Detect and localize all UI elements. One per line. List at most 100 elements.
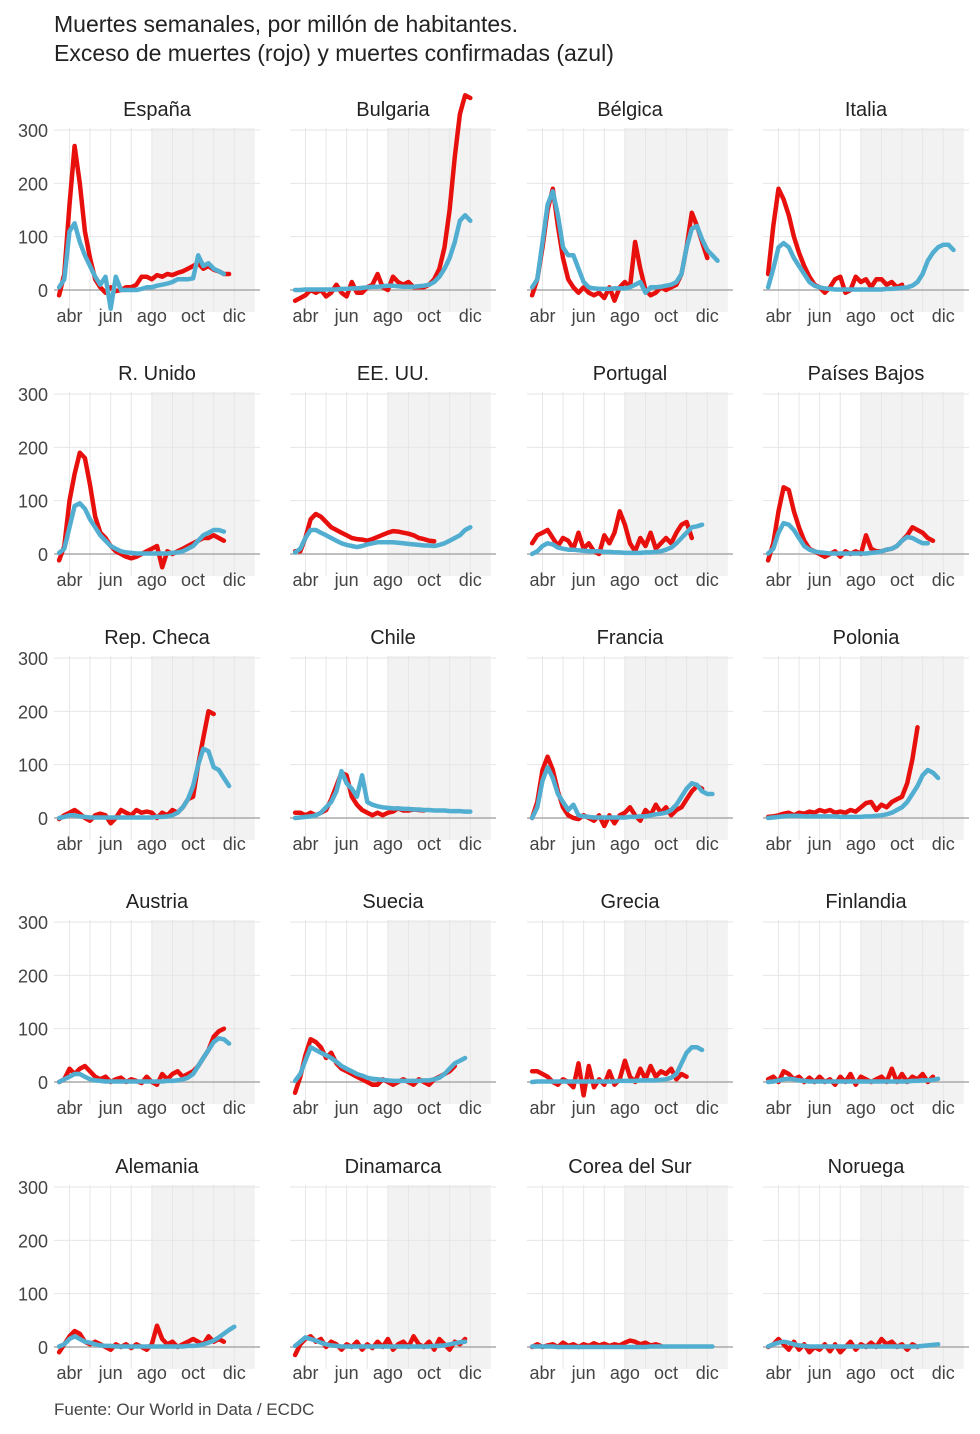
x-tick-label: abr (292, 834, 318, 854)
x-tick-label: abr (529, 570, 555, 590)
x-tick-label: abr (529, 306, 555, 326)
x-tick-label: jun (571, 306, 596, 326)
x-tick-label: abr (56, 1363, 82, 1383)
confirmed-deaths-line (765, 240, 956, 292)
x-tick-label: abr (56, 306, 82, 326)
panel-title: España (123, 99, 192, 121)
panel-chile: abr jun ago oct dic Chile (290, 627, 496, 854)
x-tick-label: dic (932, 570, 955, 590)
excess-deaths-line (765, 186, 905, 295)
panel-title: Alemania (115, 1156, 199, 1178)
x-tick-label: jun (807, 1098, 832, 1118)
y-tick-label: 200 (18, 174, 48, 194)
y-tick-label: 300 (18, 649, 48, 669)
x-tick-label: jun (98, 570, 123, 590)
confirmed-deaths-line (292, 213, 473, 293)
x-tick-label: abr (56, 1098, 82, 1118)
panel-grecia: abr jun ago oct dic Grecia (527, 891, 733, 1118)
x-tick-label: dic (932, 1363, 955, 1383)
x-tick-label: ago (373, 1363, 403, 1383)
x-tick-label: jun (334, 1363, 359, 1383)
panel-title: Bélgica (597, 99, 663, 121)
x-tick-label: oct (181, 1098, 205, 1118)
panel-title: Corea del Sur (568, 1156, 692, 1178)
x-tick-label: dic (223, 834, 246, 854)
excess-deaths-line (292, 511, 437, 554)
confirmed-deaths-line (765, 1076, 941, 1085)
panel-españa: 0 100 200 300 abr jun ago oct dic España (18, 99, 260, 326)
x-tick-label: oct (417, 834, 441, 854)
x-tick-label: dic (223, 1363, 246, 1383)
x-tick-label: dic (696, 570, 719, 590)
panel-title: Grecia (601, 891, 661, 913)
x-tick-label: oct (654, 1098, 678, 1118)
x-tick-label: oct (181, 834, 205, 854)
x-tick-label: jun (334, 834, 359, 854)
confirmed-deaths-line (529, 522, 705, 557)
panel-title: Francia (597, 627, 665, 649)
x-tick-label: ago (610, 1363, 640, 1383)
panel-title: Polonia (833, 627, 901, 649)
confirmed-deaths-line (765, 767, 941, 821)
panel-title: Portugal (593, 363, 668, 385)
x-tick-label: jun (807, 306, 832, 326)
x-tick-label: dic (932, 306, 955, 326)
panel-austria: 0 100 200 300 abr jun ago oct dic Austria (18, 891, 260, 1118)
panel-dinamarca: abr jun ago oct dic Dinamarca (290, 1156, 496, 1383)
x-tick-label: ago (610, 1098, 640, 1118)
y-tick-label: 100 (18, 228, 48, 248)
x-tick-label: dic (696, 1363, 719, 1383)
x-tick-label: ago (137, 306, 167, 326)
x-tick-label: oct (654, 570, 678, 590)
x-tick-label: oct (417, 1363, 441, 1383)
x-tick-label: abr (529, 1363, 555, 1383)
x-tick-label: dic (932, 1098, 955, 1118)
panel-r-unido: 0 100 200 300 abr jun ago oct dic R. Unido (18, 363, 260, 590)
x-tick-label: jun (807, 570, 832, 590)
x-tick-label: abr (56, 570, 82, 590)
x-tick-label: ago (373, 306, 403, 326)
shaded-period (387, 392, 491, 576)
panel-corea-del-sur: abr jun ago oct dic Corea del Sur (527, 1156, 733, 1383)
x-tick-label: abr (765, 570, 791, 590)
x-tick-label: abr (292, 306, 318, 326)
panel-países-bajos: abr jun ago oct dic Países Bajos (763, 363, 969, 590)
x-tick-label: ago (846, 1363, 876, 1383)
panel-title: Austria (126, 891, 189, 913)
x-tick-label: ago (373, 1098, 403, 1118)
excess-deaths-line (529, 509, 695, 557)
x-tick-label: jun (571, 570, 596, 590)
x-tick-label: abr (765, 306, 791, 326)
confirmed-deaths-line (56, 1036, 232, 1085)
y-tick-label: 100 (18, 1020, 48, 1040)
x-tick-label: oct (181, 570, 205, 590)
x-tick-label: ago (137, 570, 167, 590)
confirmed-deaths-line (292, 525, 473, 555)
y-tick-label: 200 (18, 702, 48, 722)
excess-deaths-line (56, 143, 232, 298)
x-tick-label: jun (334, 570, 359, 590)
x-tick-label: jun (571, 1098, 596, 1118)
confirmed-deaths-line (529, 189, 720, 295)
x-tick-label: oct (417, 570, 441, 590)
x-tick-label: dic (223, 1098, 246, 1118)
x-tick-label: oct (654, 1363, 678, 1383)
x-tick-label: jun (98, 1098, 123, 1118)
shaded-period (860, 920, 964, 1104)
source-note: Fuente: Our World in Data / ECDC (54, 1400, 315, 1419)
x-tick-label: abr (529, 834, 555, 854)
x-tick-label: jun (334, 1098, 359, 1118)
y-tick-label: 0 (38, 281, 48, 301)
x-tick-label: ago (846, 834, 876, 854)
shaded-period (151, 392, 255, 576)
x-tick-label: abr (292, 1363, 318, 1383)
x-tick-label: dic (223, 570, 246, 590)
panel-title: Suecia (362, 891, 424, 913)
panel-francia: abr jun ago oct dic Francia (527, 627, 733, 854)
y-tick-label: 300 (18, 385, 48, 405)
x-tick-label: jun (98, 306, 123, 326)
x-tick-label: ago (610, 834, 640, 854)
y-tick-label: 100 (18, 492, 48, 512)
excess-deaths-line (292, 1037, 458, 1095)
panel-finlandia: abr jun ago oct dic Finlandia (763, 891, 969, 1118)
